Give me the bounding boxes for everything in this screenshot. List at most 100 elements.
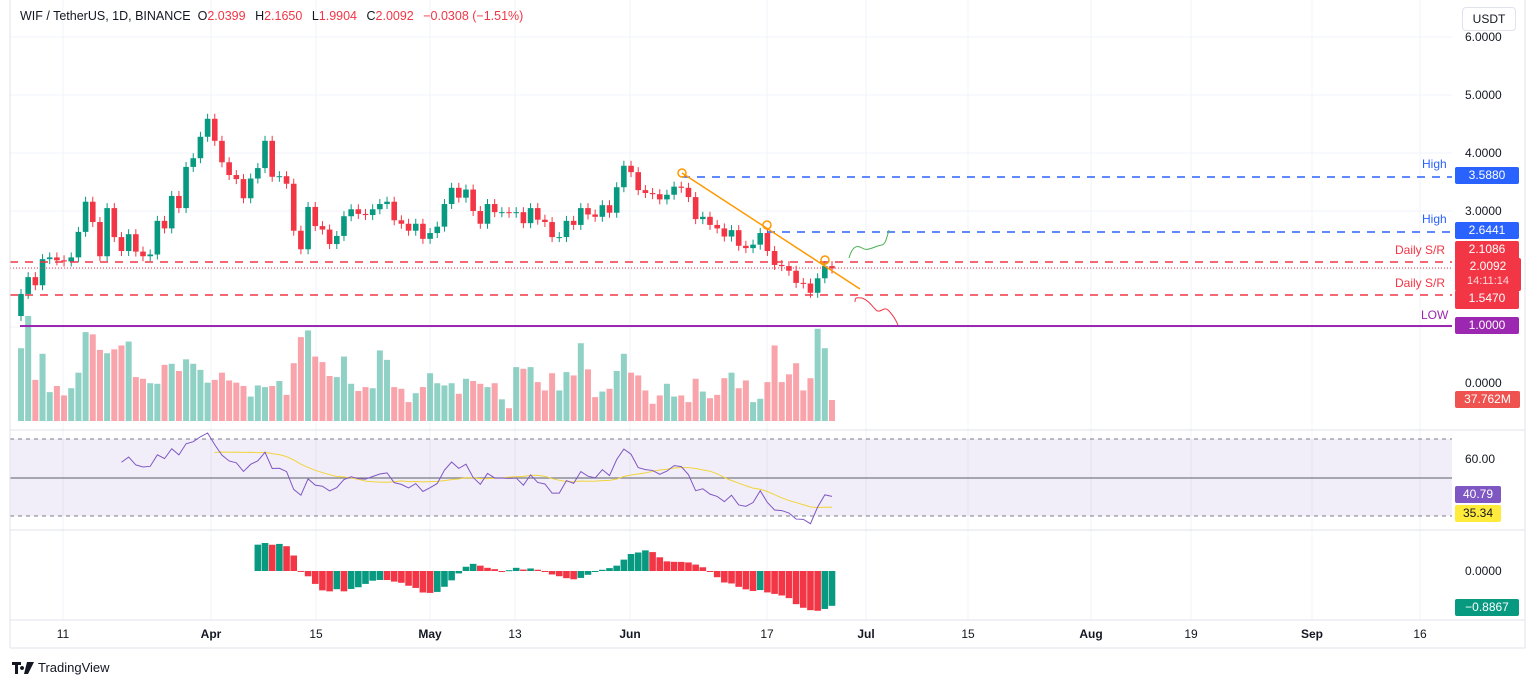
oscillator-value-tag: −0.8867 bbox=[1455, 599, 1519, 616]
volume-bar bbox=[534, 382, 541, 421]
volume-bar bbox=[147, 383, 154, 421]
volume-bar bbox=[506, 408, 513, 421]
volume-bar bbox=[82, 332, 89, 421]
volume-bar bbox=[764, 382, 771, 421]
volume-bar bbox=[484, 387, 491, 421]
volume-bar bbox=[68, 388, 75, 421]
volume-bar bbox=[800, 390, 807, 421]
volume-bar bbox=[434, 383, 441, 421]
candle-body bbox=[147, 254, 153, 257]
rsi-ma-line bbox=[214, 451, 833, 509]
chart-canvas[interactable] bbox=[0, 0, 1536, 650]
oscillator-bar bbox=[347, 571, 355, 589]
volume-tag: 37.762M bbox=[1455, 391, 1520, 408]
open-label: O bbox=[197, 9, 208, 23]
volume-bar bbox=[197, 369, 204, 421]
oscillator-bar bbox=[828, 571, 836, 606]
oscillator-bar bbox=[491, 569, 498, 571]
time-label: 15 bbox=[961, 627, 975, 641]
time-label: 15 bbox=[309, 627, 323, 641]
volume-bar bbox=[391, 387, 398, 421]
volume-bar bbox=[462, 378, 469, 421]
volume-bar bbox=[692, 378, 699, 421]
candle-body bbox=[290, 183, 297, 231]
candle-body bbox=[491, 204, 498, 213]
candle-body bbox=[757, 233, 764, 245]
volume-bar bbox=[175, 371, 182, 421]
low-value: 1.9904 bbox=[318, 9, 357, 23]
candle-body bbox=[563, 220, 570, 238]
low-label: L bbox=[311, 9, 319, 23]
symbol-name[interactable]: WIF / TetherUS, 1D, BINANCE bbox=[20, 9, 191, 23]
volume-bar bbox=[154, 383, 161, 421]
volume-bar bbox=[18, 348, 24, 421]
candle-body bbox=[786, 266, 792, 271]
candle-body bbox=[735, 230, 742, 246]
volume-bar bbox=[606, 388, 613, 421]
candle-body bbox=[621, 165, 627, 188]
volume-bar bbox=[477, 383, 484, 421]
trendline-anchor[interactable] bbox=[762, 220, 772, 230]
rsi-value-tag: 40.79 bbox=[1455, 486, 1501, 503]
price-tick: 5.0000 bbox=[1465, 88, 1502, 102]
candle-body bbox=[168, 195, 175, 229]
oscillator-bar bbox=[419, 571, 427, 593]
open-value: 2.0399 bbox=[207, 9, 246, 23]
trendline[interactable] bbox=[681, 172, 861, 290]
daily-sr-price-tag: 2.1086 bbox=[1455, 241, 1519, 260]
candle-body bbox=[542, 219, 548, 223]
volume-bar bbox=[613, 371, 620, 421]
volume-bar bbox=[319, 362, 326, 421]
high-price-tag: 3.5880 bbox=[1455, 167, 1519, 184]
candle-body bbox=[377, 204, 383, 210]
candle-body bbox=[125, 234, 132, 252]
oscillator-bar bbox=[721, 571, 728, 583]
oscillator-bar bbox=[756, 571, 764, 591]
currency-button[interactable]: USDT bbox=[1462, 7, 1516, 31]
candles bbox=[18, 113, 835, 321]
candle-body bbox=[728, 230, 735, 237]
candle-body bbox=[211, 118, 218, 141]
tradingview-logo[interactable]: TradingView bbox=[12, 660, 110, 675]
trendline-anchor[interactable] bbox=[820, 255, 830, 265]
high-price-tag: 2.6441 bbox=[1455, 222, 1519, 239]
oscillator-bar bbox=[441, 571, 448, 587]
candle-body bbox=[61, 260, 67, 262]
bullish-path-drawing[interactable] bbox=[848, 229, 890, 259]
candle-body bbox=[362, 213, 369, 216]
candle-body bbox=[369, 209, 376, 216]
oscillator-bar bbox=[634, 552, 642, 571]
trendline-anchor[interactable] bbox=[677, 168, 687, 178]
volume-bar bbox=[793, 363, 800, 421]
oscillator-bar bbox=[764, 571, 771, 593]
candle-body bbox=[692, 197, 699, 220]
volume-bar bbox=[39, 353, 46, 421]
oscillator-bar bbox=[570, 571, 577, 580]
candle-body bbox=[606, 205, 613, 213]
candle-body bbox=[405, 223, 412, 231]
candle-body bbox=[226, 162, 232, 176]
bearish-path-drawing[interactable] bbox=[854, 297, 899, 326]
oscillator-bar bbox=[484, 567, 491, 571]
candle-body bbox=[118, 237, 125, 252]
candle-body bbox=[305, 206, 311, 250]
time-label: Jun bbox=[619, 627, 641, 641]
candle-body bbox=[32, 277, 39, 286]
volume-bar bbox=[584, 369, 591, 421]
volume-bar bbox=[728, 372, 735, 421]
change-value: −0.0308 (−1.51%) bbox=[423, 9, 524, 23]
candle-body bbox=[283, 176, 290, 184]
oscillator-bar bbox=[477, 565, 484, 571]
oscillator-bar bbox=[656, 557, 664, 571]
last-price-value: 2.0092 bbox=[1469, 259, 1507, 273]
candle-body bbox=[628, 165, 634, 173]
oscillator-bar bbox=[685, 562, 692, 571]
volume-bar bbox=[369, 388, 376, 421]
oscillator-bar bbox=[642, 550, 649, 571]
high-label: High bbox=[1422, 157, 1447, 171]
candle-body bbox=[700, 216, 706, 220]
oscillator-bar bbox=[369, 571, 376, 581]
candle-body bbox=[46, 257, 53, 260]
candle-body bbox=[54, 257, 60, 261]
oscillator-bar bbox=[261, 543, 269, 571]
